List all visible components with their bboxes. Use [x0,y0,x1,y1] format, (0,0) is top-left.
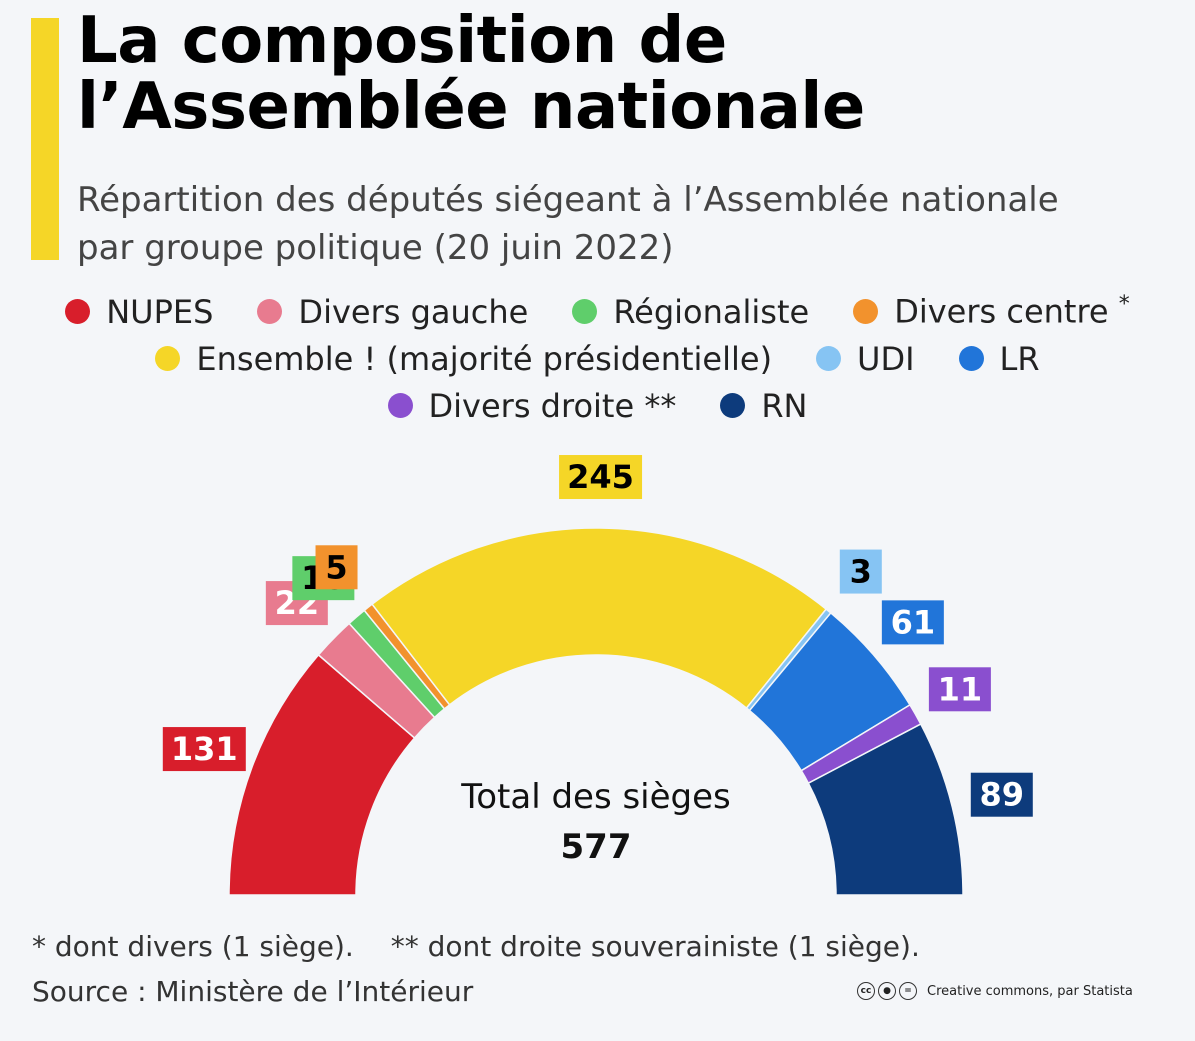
legend-item-lr: LR [958,339,1040,378]
value-label-text: 89 [980,776,1025,814]
value-label-udi: 3 [839,549,882,594]
legend-item-rn: RN [720,387,807,425]
credit: cc ● = Creative commons, par Statista [857,982,1133,1000]
legend-row-1: NUPES Divers gauche Régionaliste Divers … [0,288,1195,335]
value-label-rn: 89 [970,772,1033,817]
legend-label: Divers gauche [298,292,529,331]
legend-label: Divers centre * [894,292,1130,331]
value-label-text: 61 [891,603,936,641]
cc-icon: cc [857,982,875,1000]
value-label-box [839,549,882,594]
value-label-box [928,667,991,712]
legend-item-udi: UDI [816,340,915,378]
legend-dot-icon [572,299,598,324]
legend-label: UDI [857,339,915,378]
subtitle-line-1: Répartition des députés siégeant à l’Ass… [77,180,1059,220]
legend-dot-icon [155,346,181,371]
legend-footnote-mark: * [1118,292,1130,318]
legend-item-nupes: NUPES [65,293,213,331]
footnote-2: ** dont droite souverainiste (1 siège). [390,930,920,963]
value-label-text: 11 [938,670,983,708]
legend-label-text: Divers centre [894,292,1119,331]
chart-value-labels: 131221052453611189 [162,455,1033,817]
legend-dot-icon [387,393,413,418]
title-line-2: l’Assemblée nationale [77,70,865,144]
total-seats-label: Total des sièges [460,777,731,817]
page-title: La composition de l’Assemblée nationale [77,8,1177,140]
legend-label: Régionaliste [613,292,810,331]
by-icon: ● [878,982,896,1000]
legend-dot-icon [958,346,984,371]
value-label-divers-droite: 11 [928,667,991,712]
chart-segments [228,527,964,896]
legend-item-divers-droite: Divers droite ** [387,386,677,425]
legend-label: LR [999,339,1040,378]
value-label-text: 245 [567,458,634,496]
source: Source : Ministère de l’Intérieur [32,975,474,1008]
subtitle-line-2: par groupe politique (20 juin 2022) [77,228,674,268]
value-label-box [559,455,643,500]
footnotes: * dont divers (1 siège). ** dont droite … [32,930,920,963]
legend-row-3: Divers droite ** RN [0,382,1195,429]
subtitle: Répartition des députés siégeant à l’Ass… [77,176,1177,272]
value-label-divers-centre: 5 [315,545,358,590]
value-label-box [881,600,944,645]
legend-item-divers-gauche: Divers gauche [257,293,528,331]
legend-dot-icon [816,346,842,371]
value-label-box [315,545,358,590]
legend-label: NUPES [106,292,214,331]
value-label-box [162,727,246,772]
legend-dot-icon [853,299,879,324]
accent-bar [31,18,59,260]
value-label-nupes: 131 [162,727,246,772]
value-label-text: 3 [850,553,872,591]
legend-row-2: Ensemble ! (majorité présidentielle) UDI… [0,335,1195,382]
value-label-lr: 61 [881,600,944,645]
value-label-text: 131 [171,730,238,768]
legend-label: Ensemble ! (majorité présidentielle) [196,339,773,378]
legend-dot-icon [257,299,283,324]
total-seats-value: 577 [561,827,632,867]
legend-label: Divers droite ** [428,386,677,425]
legend-item-regionaliste: Régionaliste [572,293,809,331]
credit-text: Creative commons, par Statista [927,983,1133,999]
segment-rn [807,723,964,896]
value-label-box [970,772,1033,817]
legend-item-ensemble: Ensemble ! (majorité présidentielle) [155,340,772,378]
legend-dot-icon [65,299,91,324]
footnote-1: * dont divers (1 siège). [32,930,354,963]
legend-item-divers-centre: Divers centre * [853,292,1130,331]
value-label-ensemble-majorite-presidentielle: 245 [559,455,643,500]
legend-dot-icon [720,393,746,418]
title-line-1: La composition de [77,4,727,78]
legend-label: RN [761,386,808,425]
value-label-text: 5 [325,548,347,586]
hemicycle-chart: 131221052453611189 Total des sièges 577 [162,455,1033,896]
nd-icon: = [899,982,917,1000]
segment-ensemble-majorite-presidentielle [371,527,828,710]
legend: NUPES Divers gauche Régionaliste Divers … [0,288,1195,429]
